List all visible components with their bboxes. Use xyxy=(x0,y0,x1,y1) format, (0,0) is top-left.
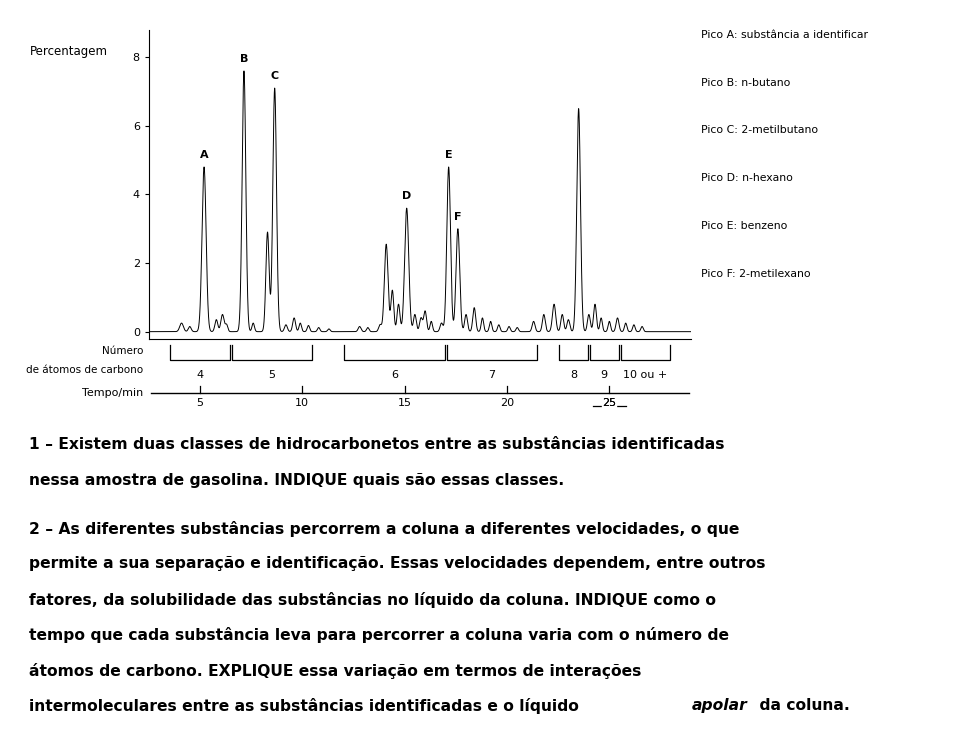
Text: Percentagem: Percentagem xyxy=(30,45,108,58)
Text: Pico D: n-hexano: Pico D: n-hexano xyxy=(701,173,793,183)
Text: B: B xyxy=(240,54,249,64)
Text: 2 – As diferentes substâncias percorrem a coluna a diferentes velocidades, o que: 2 – As diferentes substâncias percorrem … xyxy=(29,521,739,536)
Text: E: E xyxy=(444,150,452,160)
Text: Número: Número xyxy=(102,346,143,356)
Text: Pico C: 2-metilbutano: Pico C: 2-metilbutano xyxy=(701,126,818,135)
Text: F: F xyxy=(454,212,462,222)
Text: 15: 15 xyxy=(397,399,412,408)
Text: apolar: apolar xyxy=(692,698,748,713)
Text: 8: 8 xyxy=(570,370,577,379)
Text: D: D xyxy=(402,191,411,202)
Text: permite a sua separação e identificação. Essas velocidades dependem, entre outro: permite a sua separação e identificação.… xyxy=(29,556,765,571)
Text: 5: 5 xyxy=(197,399,204,408)
Text: tempo que cada substância leva para percorrer a coluna varia com o número de: tempo que cada substância leva para perc… xyxy=(29,627,729,643)
Text: 5: 5 xyxy=(268,370,276,379)
Text: 7: 7 xyxy=(488,370,495,379)
Text: A: A xyxy=(200,150,208,160)
Text: nessa amostra de gasolina. INDIQUE quais são essas classes.: nessa amostra de gasolina. INDIQUE quais… xyxy=(29,472,564,487)
Text: 20: 20 xyxy=(500,399,514,408)
Text: átomos de carbono. EXPLIQUE essa variação em termos de interações: átomos de carbono. EXPLIQUE essa variaçã… xyxy=(29,663,641,679)
Text: 25: 25 xyxy=(602,399,616,408)
Text: 1 – Existem duas classes de hidrocarbonetos entre as substâncias identificadas: 1 – Existem duas classes de hidrocarbone… xyxy=(29,437,724,452)
Text: 6: 6 xyxy=(391,370,397,379)
Text: Pico F: 2-metilexano: Pico F: 2-metilexano xyxy=(701,269,810,279)
Text: 9: 9 xyxy=(601,370,608,379)
Text: de átomos de carbono: de átomos de carbono xyxy=(26,365,143,375)
Text: C: C xyxy=(271,71,278,81)
Text: fatores, da solubilidade das substâncias no líquido da coluna. INDIQUE como o: fatores, da solubilidade das substâncias… xyxy=(29,591,716,608)
Text: 25: 25 xyxy=(602,399,616,408)
Text: Pico B: n-butano: Pico B: n-butano xyxy=(701,77,790,88)
Text: da coluna.: da coluna. xyxy=(754,698,850,713)
Text: Pico E: benzeno: Pico E: benzeno xyxy=(701,221,787,231)
Text: intermoleculares entre as substâncias identificadas e o líquido: intermoleculares entre as substâncias id… xyxy=(29,698,584,714)
Text: 10 ou +: 10 ou + xyxy=(623,370,667,379)
Text: Tempo/min: Tempo/min xyxy=(83,388,143,398)
Text: Pico A: substância a identificar: Pico A: substância a identificar xyxy=(701,30,868,39)
Text: 10: 10 xyxy=(296,399,309,408)
Text: 4: 4 xyxy=(197,370,204,379)
